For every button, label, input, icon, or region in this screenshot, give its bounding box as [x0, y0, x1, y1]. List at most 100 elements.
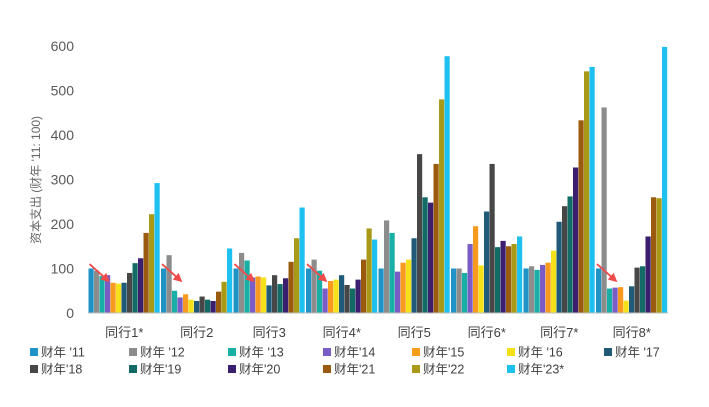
bar: [350, 288, 356, 313]
bar: [328, 280, 334, 313]
bar: [618, 287, 624, 313]
bar: [439, 99, 445, 314]
y-tick-label: 500: [51, 83, 75, 99]
y-tick-label: 600: [51, 38, 75, 54]
bar: [462, 272, 468, 313]
legend-swatch: [228, 348, 236, 356]
bar: [306, 268, 312, 313]
annotation-arrows: [88, 263, 618, 283]
legend-swatch: [129, 348, 137, 356]
bar: [227, 248, 233, 313]
bar: [634, 267, 640, 313]
bar: [355, 279, 361, 313]
bar: [333, 279, 339, 313]
y-axis-ticks: 0 100 200 300 400 500 600: [51, 38, 75, 321]
annotation-arrow: [306, 263, 328, 283]
bar: [322, 288, 328, 313]
bar: [261, 277, 267, 313]
x-tick-label: 同行7*: [540, 325, 578, 340]
bar: [166, 255, 172, 313]
bar: [299, 207, 305, 313]
bar: [99, 276, 105, 313]
legend-swatch: [323, 348, 331, 356]
bar: [239, 252, 245, 313]
bar: [640, 266, 646, 313]
bar: [662, 46, 668, 313]
legend-swatch: [507, 348, 515, 356]
y-tick-label: 200: [51, 216, 75, 232]
x-tick-label: 同行3: [253, 325, 286, 340]
legend-label: 财年 '11: [41, 346, 85, 360]
bar: [607, 288, 613, 313]
bar: [629, 286, 635, 313]
legend-swatch: [507, 365, 515, 373]
bar: [473, 226, 479, 313]
bar: [366, 228, 372, 313]
bar: [534, 269, 540, 313]
bar: [277, 284, 283, 313]
bar: [601, 107, 607, 313]
bar: [194, 300, 200, 313]
legend-label: 财年'21: [334, 363, 375, 377]
bar: [478, 265, 484, 313]
x-tick-label: 同行1*: [105, 325, 143, 340]
legend-label: 财年 '16: [518, 346, 563, 360]
bar: [612, 287, 618, 313]
bar: [529, 266, 535, 313]
bar: [567, 196, 573, 313]
y-tick-label: 100: [51, 261, 75, 277]
bar: [311, 259, 317, 313]
x-tick-label: 同行6*: [468, 325, 506, 340]
bar: [467, 244, 473, 313]
bar: [361, 259, 367, 313]
bar: [138, 258, 144, 313]
bar: [451, 268, 457, 313]
bar: [105, 275, 111, 313]
legend-swatch: [30, 348, 38, 356]
x-tick-label: 同行8*: [613, 325, 651, 340]
annotation-arrow: [161, 263, 183, 283]
bar: [456, 268, 462, 313]
bar: [584, 71, 590, 314]
bar: [205, 299, 211, 313]
bar: [183, 294, 189, 313]
bar: [154, 183, 160, 313]
bar: [88, 268, 94, 313]
bar: [623, 300, 629, 313]
bar: [233, 268, 239, 313]
legend: 财年 '11 财年 '12 财年 '13 财年'14 财年'15 财年 '16 财年 '17…: [30, 346, 660, 377]
bar: [556, 221, 562, 313]
bar: [121, 282, 127, 313]
bar: [545, 262, 551, 313]
bar: [250, 277, 256, 313]
bar: [272, 275, 278, 313]
legend-label: 财年 '13: [239, 346, 284, 360]
legend-label: 财年'18: [41, 363, 82, 377]
legend-label: 财年'14: [334, 346, 375, 360]
legend-label: 财年'23*: [518, 363, 564, 377]
bar: [484, 211, 490, 313]
y-tick-label: 400: [51, 127, 75, 143]
legend-label: 财年'19: [140, 363, 181, 377]
bar: [389, 232, 395, 313]
y-tick-label: 0: [66, 305, 74, 321]
bar: [411, 238, 417, 313]
bar: [523, 268, 529, 313]
bar: [406, 259, 412, 313]
bar: [172, 290, 178, 313]
bar: [506, 246, 512, 313]
x-tick-label: 同行4*: [323, 325, 361, 340]
legend-label: 财年'15: [423, 346, 464, 360]
legend-label: 财年'20: [239, 363, 280, 377]
bar: [495, 247, 501, 313]
bar: [339, 275, 345, 313]
bar: [489, 163, 495, 313]
bar: [344, 284, 350, 313]
bar: [199, 296, 205, 313]
legend-swatch: [30, 365, 38, 373]
bar: [551, 250, 557, 313]
x-tick-label: 同行2: [180, 325, 213, 340]
bar: [94, 270, 100, 313]
